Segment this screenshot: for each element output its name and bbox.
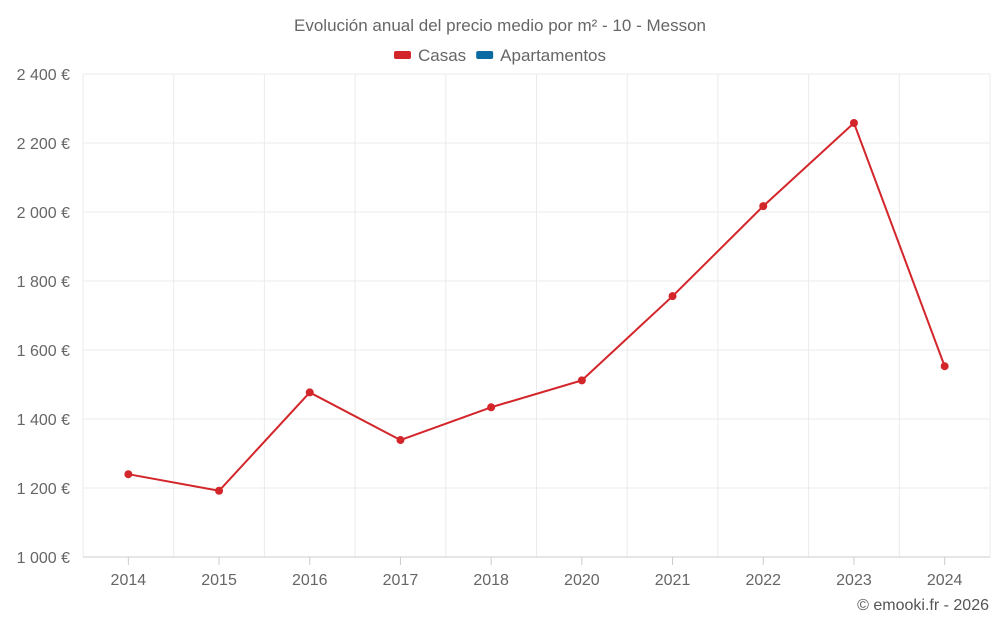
y-tick-label: 1 800 €	[17, 274, 70, 291]
data-point[interactable]	[305, 388, 314, 397]
x-tick-label: 2015	[201, 572, 237, 589]
y-tick-label: 1 000 €	[17, 550, 70, 567]
legend[interactable]: Casas Apartamentos	[393, 46, 606, 65]
data-point[interactable]	[940, 362, 949, 371]
legend-label: Casas	[418, 46, 466, 65]
y-tick-label: 1 400 €	[17, 412, 70, 429]
x-axis: 2014 2015 2016 2017 2018 2020 2021 2022 2023 2024	[83, 556, 990, 589]
data-point[interactable]	[577, 376, 586, 385]
grid	[82, 73, 991, 557]
data-point[interactable]	[759, 202, 768, 211]
credit-text: © emooki.fr - 2026	[857, 597, 989, 614]
y-tick-label: 1 600 €	[17, 343, 70, 360]
x-tick-label: 2021	[655, 572, 691, 589]
x-tick-label: 2018	[473, 572, 509, 589]
data-point[interactable]	[487, 403, 496, 412]
legend-swatch	[476, 51, 494, 59]
data-point[interactable]	[849, 118, 858, 127]
y-tick-label: 2 400 €	[17, 67, 70, 84]
series-layer	[124, 118, 949, 495]
x-tick-label: 2014	[111, 572, 147, 589]
legend-label: Apartamentos	[500, 46, 606, 65]
y-axis: 1 000 € 1 200 € 1 400 € 1 600 € 1 800 € 2 000…	[17, 67, 70, 567]
x-tick-label: 2017	[383, 572, 419, 589]
x-tick-label: 2023	[836, 572, 872, 589]
x-tick-label: 2016	[292, 572, 328, 589]
y-tick-label: 2 000 €	[17, 205, 70, 222]
data-point[interactable]	[124, 470, 133, 479]
legend-item[interactable]: Casas	[393, 46, 466, 65]
x-tick-label: 2024	[927, 572, 963, 589]
legend-item[interactable]: Apartamentos	[476, 46, 606, 65]
series-line	[128, 121, 946, 492]
x-tick-label: 2020	[564, 572, 600, 589]
data-point[interactable]	[396, 436, 405, 445]
y-tick-label: 1 200 €	[17, 481, 70, 498]
data-point[interactable]	[215, 486, 224, 495]
x-tick-label: 2022	[745, 572, 781, 589]
chart-title: Evolución anual del precio medio por m² …	[294, 16, 706, 35]
y-tick-label: 2 200 €	[17, 136, 70, 153]
data-point[interactable]	[668, 292, 677, 301]
legend-swatch	[393, 51, 411, 59]
